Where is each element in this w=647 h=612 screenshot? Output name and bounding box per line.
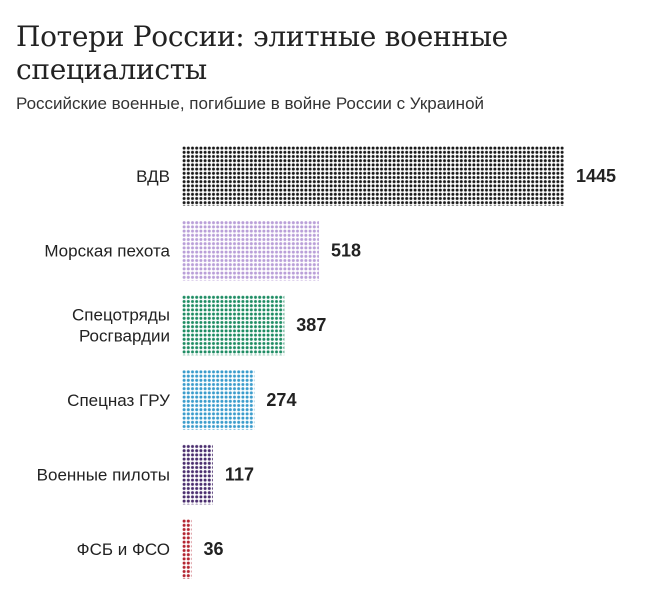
bar-3: [182, 369, 255, 430]
category-label: Спецотряды Росгвардии: [72, 306, 170, 346]
category-label: ФСБ и ФСО: [77, 540, 170, 559]
bar-1: [182, 220, 319, 281]
category-label: Морская пехота: [44, 242, 170, 261]
value-label: 274: [266, 390, 296, 410]
chart-subtitle: Российские военные, погибшие в войне Рос…: [16, 94, 485, 113]
category-label: Военные пилоты: [37, 465, 170, 484]
value-label: 1445: [576, 166, 616, 186]
chart-title: Потери России: элитные военные специалис…: [16, 20, 508, 86]
value-label: 36: [204, 539, 224, 559]
bar-4: [182, 444, 213, 505]
bar-0: [182, 146, 564, 206]
category-label: ВДВ: [136, 167, 170, 186]
bar-2: [182, 295, 285, 356]
category-label: Спецназ ГРУ: [67, 391, 170, 410]
value-label: 117: [225, 464, 254, 484]
bar-5: [182, 519, 192, 579]
value-label: 387: [296, 315, 326, 335]
value-label: 518: [331, 241, 361, 261]
